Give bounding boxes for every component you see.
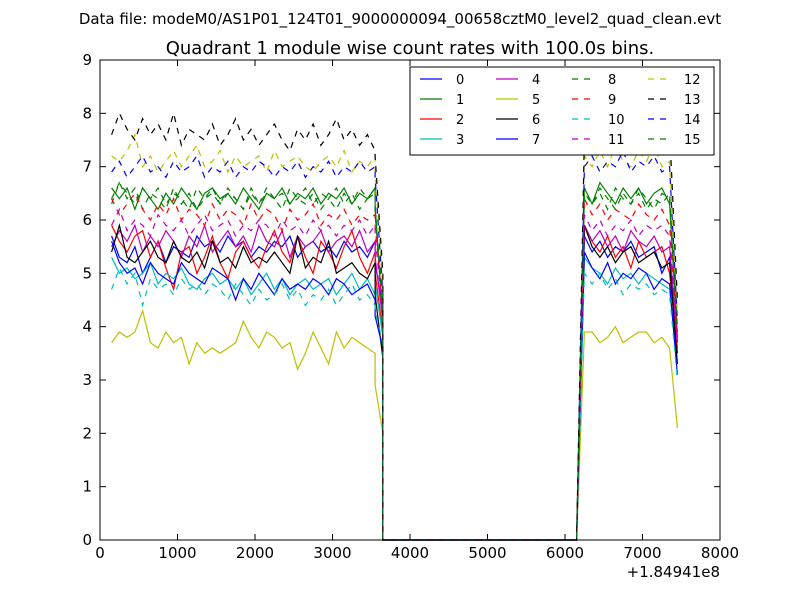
y-tick-label: 4	[82, 318, 92, 336]
legend-label: 11	[608, 133, 625, 148]
y-tick-label: 3	[82, 371, 92, 389]
series-line-13	[111, 100, 678, 541]
legend-label: 12	[684, 73, 701, 88]
series-line-6	[111, 222, 678, 541]
x-tick-label: 6000	[546, 544, 584, 562]
legend-label: 2	[456, 113, 464, 128]
y-tick-label: 9	[82, 51, 92, 69]
series-line-15	[111, 181, 678, 541]
y-tick-label: 2	[82, 424, 92, 442]
y-tick-label: 5	[82, 264, 92, 282]
legend-label: 9	[608, 93, 616, 108]
x-tick-label: 4000	[391, 544, 429, 562]
legend-label: 10	[608, 113, 625, 128]
legend-label: 5	[532, 93, 540, 108]
legend-label: 15	[684, 133, 701, 148]
x-tick-label: 1000	[158, 544, 196, 562]
legend-label: 3	[456, 133, 464, 148]
x-tick-label: 0	[95, 544, 105, 562]
axis-ticks: 0 1000 2000 3000 4000 5000 6000 7000 80000123456…	[82, 51, 739, 562]
series-line-3	[111, 255, 678, 541]
series-line-10	[111, 266, 678, 541]
series-line-2	[111, 225, 678, 541]
chart-title: Quadrant 1 module wise count rates with …	[166, 38, 655, 59]
legend-label: 7	[532, 133, 540, 148]
y-tick-label: 8	[82, 104, 92, 122]
y-tick-label: 7	[82, 158, 92, 176]
y-tick-label: 6	[82, 211, 92, 229]
series-line-5	[111, 308, 678, 541]
legend-label: 0	[456, 73, 464, 88]
series-line-11	[111, 207, 678, 541]
series-line-12	[111, 132, 678, 541]
plot-lines	[111, 100, 678, 541]
x-offset-label: +1.84941e8	[627, 563, 720, 581]
x-tick-label: 7000	[623, 544, 661, 562]
x-tick-label: 5000	[468, 544, 506, 562]
chart-suptitle: Data file: modeM0/AS1P01_124T01_90000000…	[79, 10, 721, 29]
legend-box	[409, 66, 715, 156]
x-tick-label: 3000	[313, 544, 351, 562]
legend-label: 13	[684, 93, 701, 108]
x-tick-label: 8000	[701, 544, 739, 562]
series-line-9	[111, 192, 678, 541]
legend-label: 14	[684, 113, 701, 128]
legend-label: 6	[532, 113, 540, 128]
legend-label: 1	[456, 93, 464, 108]
y-tick-label: 1	[82, 478, 92, 496]
legend-label: 8	[608, 73, 616, 88]
series-line-14	[111, 149, 678, 541]
y-tick-label: 0	[82, 531, 92, 549]
legend-label: 4	[532, 73, 540, 88]
series-line-7	[111, 241, 678, 541]
x-tick-label: 2000	[236, 544, 274, 562]
series-line-0	[111, 234, 678, 541]
